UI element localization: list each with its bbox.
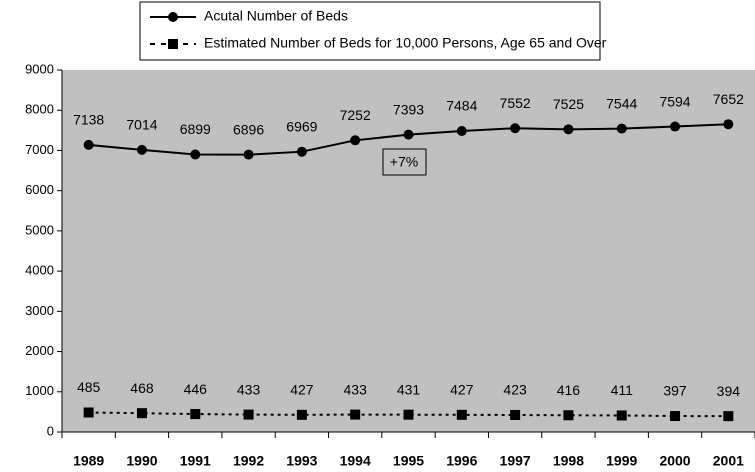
y-tick-label: 3000 (25, 303, 54, 318)
data-label: 394 (717, 383, 741, 399)
x-tick-label: 1989 (73, 453, 104, 469)
marker (190, 409, 201, 420)
data-label: 7252 (340, 107, 371, 123)
marker (243, 409, 254, 420)
data-label: 7594 (659, 93, 690, 109)
y-tick-label: 0 (47, 423, 54, 438)
marker (723, 411, 734, 422)
data-label: 7652 (713, 91, 744, 107)
data-label: 427 (290, 382, 314, 398)
x-tick-label: 1995 (393, 453, 424, 469)
x-tick-label: 1994 (340, 453, 371, 469)
data-label: 411 (611, 382, 634, 398)
marker (563, 124, 574, 135)
legend-label: Acutal Number of Beds (204, 8, 348, 24)
y-tick-label: 7000 (25, 142, 54, 157)
data-label: 7014 (126, 117, 157, 133)
marker (510, 409, 521, 420)
marker (296, 409, 307, 420)
marker (83, 139, 94, 150)
x-tick-label: 1990 (126, 453, 157, 469)
data-label: 433 (344, 381, 368, 397)
data-label: 446 (184, 381, 208, 397)
marker (563, 410, 574, 421)
x-tick-label: 1997 (500, 453, 531, 469)
marker (723, 119, 734, 130)
data-label: 431 (397, 381, 421, 397)
y-tick-label: 2000 (25, 343, 54, 358)
data-label: 468 (130, 380, 154, 396)
marker (670, 411, 681, 422)
marker (456, 125, 467, 136)
legend-marker (168, 12, 178, 22)
x-tick-label: 1993 (286, 453, 317, 469)
data-label: 7138 (73, 112, 104, 128)
data-label: 423 (503, 382, 527, 398)
x-tick-label: 1991 (180, 453, 211, 469)
y-tick-label: 6000 (25, 182, 54, 197)
y-tick-label: 5000 (25, 222, 54, 237)
data-label: 416 (557, 382, 581, 398)
marker (403, 409, 414, 420)
legend-marker (168, 39, 178, 49)
plot-area (62, 70, 755, 432)
marker (136, 144, 147, 155)
marker (510, 123, 521, 134)
marker (296, 146, 307, 157)
marker (350, 135, 361, 146)
marker (403, 129, 414, 140)
data-label: 427 (450, 382, 474, 398)
data-label: 7484 (446, 98, 477, 114)
x-tick-label: 1998 (553, 453, 584, 469)
marker (190, 149, 201, 160)
marker (616, 410, 627, 421)
data-label: 6896 (233, 121, 264, 137)
annotation-box (382, 148, 427, 176)
x-tick-label: 1996 (446, 453, 477, 469)
y-tick-label: 9000 (25, 61, 54, 76)
data-label: 6899 (180, 121, 211, 137)
data-label: 7544 (606, 95, 637, 111)
x-tick-label: 1992 (233, 453, 264, 469)
marker (350, 409, 361, 420)
annotation: +7% (390, 154, 418, 170)
legend-box (139, 1, 601, 61)
marker (243, 149, 254, 160)
x-tick-label: 2000 (659, 453, 690, 469)
marker (670, 121, 681, 132)
data-label: 397 (663, 383, 687, 399)
y-tick-label: 4000 (25, 263, 54, 278)
data-label: 7525 (553, 96, 584, 112)
legend-label: Estimated Number of Beds for 10,000 Pers… (204, 35, 607, 51)
data-label: 7552 (500, 95, 531, 111)
y-tick-label: 1000 (25, 383, 54, 398)
x-tick-label: 1999 (606, 453, 637, 469)
marker (616, 123, 627, 134)
data-label: 6969 (286, 118, 317, 134)
marker (83, 407, 94, 418)
marker (456, 409, 467, 420)
data-label: 433 (237, 381, 261, 397)
data-label: 485 (77, 379, 101, 395)
data-label: 7393 (393, 101, 424, 117)
marker (136, 408, 147, 419)
y-tick-label: 8000 (25, 102, 54, 117)
x-tick-label: 2001 (713, 453, 744, 469)
